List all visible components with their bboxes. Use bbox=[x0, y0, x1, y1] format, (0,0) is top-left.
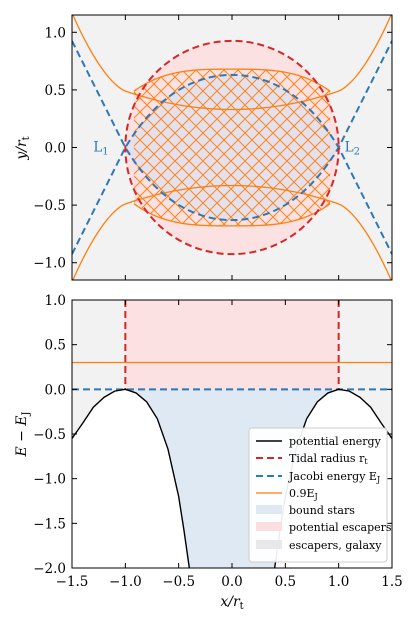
orange-outer-lower bbox=[72, 184, 392, 280]
bottom-panel: −2.0−1.5−1.0−0.50.00.51.0 −1.5 −1.0 −0.5 0.… bbox=[14, 293, 403, 612]
l2-letter: L bbox=[345, 140, 354, 156]
bottom-ytick-label: −1.5 bbox=[33, 516, 66, 532]
legend-jacobi-text: Jacobi energy E bbox=[288, 470, 377, 483]
top-ytick-label: −0.5 bbox=[33, 198, 66, 214]
bottom-ytick-label: 0.5 bbox=[45, 338, 66, 354]
bottom-xtick-label: −1.5 bbox=[56, 574, 89, 590]
legend-label-bound: bound stars bbox=[289, 504, 355, 517]
top-y-axis-label: y/rt bbox=[14, 136, 32, 160]
top-ylabel-subscript: t bbox=[21, 136, 32, 140]
potential-escapers-region bbox=[125, 300, 339, 390]
bottom-xtick-label: −0.5 bbox=[162, 574, 195, 590]
xlabel-text: x/r bbox=[220, 594, 241, 610]
top-panel: L1 L2 −1.0−0.50.00.51.0 y/rt bbox=[14, 14, 393, 281]
legend-label-galaxy: escapers, galaxy bbox=[289, 539, 382, 552]
legend-jacobi-subscript: J bbox=[376, 475, 380, 484]
legend-frame bbox=[248, 427, 388, 563]
legend-label-escapers: potential escapers bbox=[289, 521, 392, 534]
bottom-xtick-label: 0.5 bbox=[275, 574, 296, 590]
bottom-ytick-label: 1.0 bbox=[45, 293, 66, 309]
l1-letter: L bbox=[93, 140, 102, 156]
tidal-radius-circle bbox=[124, 39, 340, 256]
top-ytick-label: −1.0 bbox=[33, 256, 66, 272]
legend: potential energy Tidal radius rt Jacobi … bbox=[248, 427, 392, 563]
bottom-xtick-label: 0.0 bbox=[221, 574, 242, 590]
legend-tidal-subscript: t bbox=[364, 457, 368, 466]
bottom-x-axis-label: x/rt bbox=[220, 594, 243, 612]
orange-outer-upper bbox=[72, 15, 392, 111]
top-x-ticks bbox=[71, 15, 393, 280]
orange-inner-upper bbox=[133, 68, 331, 92]
hatch-region bbox=[133, 69, 331, 226]
bottom-ylabel-subscript: J bbox=[21, 411, 32, 416]
legend-orange-subscript: J bbox=[314, 492, 318, 501]
legend-label-tidal: Tidal radius rt bbox=[289, 452, 368, 466]
bottom-y-ticks: −2.0 −1.5 −1.0 −0.5 0.0 0.5 1.0 bbox=[33, 293, 392, 577]
bottom-xtick-label: 1.0 bbox=[328, 574, 349, 590]
bottom-ylabel-text: E − E bbox=[14, 415, 30, 457]
l2-subscript: 2 bbox=[354, 147, 360, 158]
legend-label-orange: 0.9EJ bbox=[289, 487, 318, 501]
bottom-xtick-label: 1.5 bbox=[381, 574, 402, 590]
legend-swatch-bound bbox=[256, 505, 282, 514]
legend-swatch-galaxy bbox=[256, 540, 282, 549]
lagrange-point-l2: L2 bbox=[345, 140, 360, 158]
top-ytick-label: 0.0 bbox=[45, 141, 66, 157]
lagrange-point-l1: L1 bbox=[93, 140, 108, 158]
legend-label-potential: potential energy bbox=[289, 435, 382, 448]
bottom-x-ticks: −1.5 −1.0 −0.5 0.0 0.5 1.0 1.5 bbox=[56, 300, 403, 590]
bottom-ytick-label: −1.0 bbox=[33, 472, 66, 488]
top-ytick-label: 0.5 bbox=[45, 83, 66, 99]
bottom-xtick-label: −1.0 bbox=[109, 574, 142, 590]
top-ytick-label: 1.0 bbox=[45, 25, 66, 41]
legend-label-jacobi: Jacobi energy EJ bbox=[288, 470, 380, 484]
bottom-ytick-label: −0.5 bbox=[33, 427, 66, 443]
xlabel-subscript: t bbox=[240, 601, 244, 612]
bottom-y-axis-label: E − EJ bbox=[14, 411, 32, 457]
bottom-ytick-label: 0.0 bbox=[45, 382, 66, 398]
top-ylabel-text: y/r bbox=[14, 139, 30, 161]
legend-swatch-escapers bbox=[256, 522, 282, 531]
legend-tidal-text: Tidal radius r bbox=[289, 452, 365, 465]
l1-subscript: 1 bbox=[102, 147, 108, 158]
bottom-ytick-label: −2.0 bbox=[33, 561, 66, 577]
orange-inner-lower bbox=[133, 203, 331, 227]
legend-orange-text: 0.9E bbox=[289, 487, 315, 500]
top-y-ticks: −1.0 −0.5 0.0 0.5 1.0 bbox=[33, 25, 392, 272]
